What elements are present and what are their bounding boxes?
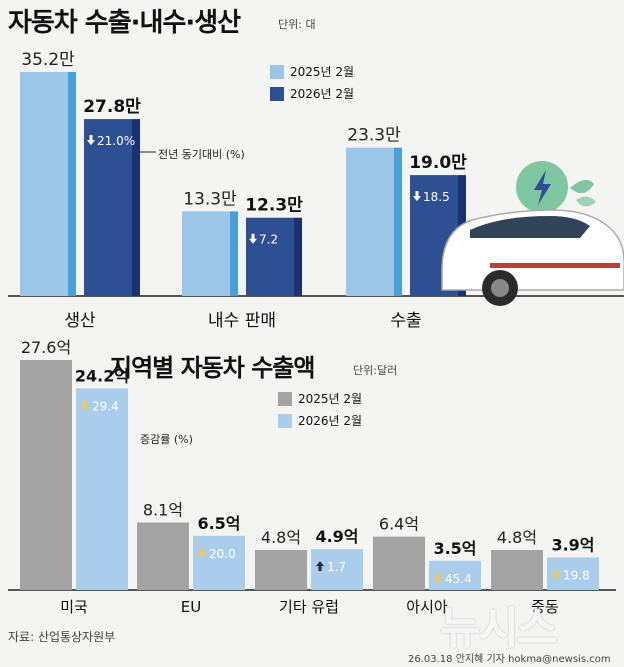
chart1-legend-prev: 2025년 2월 [270,63,354,80]
value2-label-2025-1: 8.1억 [143,501,183,520]
bar2-2025-0 [20,360,72,590]
bar-2026-0 [84,119,132,296]
value-label-2025-0: 35.2만 [21,50,75,70]
change-label-2: 18.5 [423,190,450,204]
bar2-2025-3 [373,536,425,590]
value2-label-2025-0: 27.6억 [21,338,71,357]
credit-text: 26.03.18 안지혜 기자 hokma@newsis.com [408,654,611,665]
bar2-2025-4 [491,550,543,590]
value-label-2026-2: 19.0만 [409,153,467,173]
category2-label-0: 미국 [60,598,88,616]
bar-2025-edge-1 [230,211,238,296]
bar2-2025-1 [137,522,189,590]
value2-label-2026-1: 6.5억 [197,514,240,533]
bar-2026-1 [246,217,294,296]
value2-label-2026-2: 4.9억 [315,527,358,546]
change2-arrow-4 [552,569,560,580]
bar-2026-edge-1 [294,217,302,296]
legend2-label-2025: 2025년 2월 [298,392,363,406]
bar-2026-edge-0 [132,119,140,296]
change-arrow-0 [87,135,95,146]
value2-label-2026-3: 3.5억 [433,539,476,558]
category-label-2: 수출 [390,311,421,331]
change-label-1: 7.2 [259,233,278,247]
value-label-2025-1: 13.3만 [183,189,237,209]
value2-label-2025-4: 4.8억 [497,528,537,547]
change2-arrow-0 [81,400,89,411]
watermark-logo: 뉴시스 [440,603,557,654]
chart1-legend-curr: 2026년 2월 [270,85,354,102]
bar-2025-edge-2 [394,147,402,296]
bar-2025-edge-0 [68,72,76,296]
category-label-1: 내수 판매 [208,311,276,331]
chart2-title: 지역별 자동차 수출액 [110,354,315,382]
change2-arrow-1 [198,547,206,558]
chart1-svg: 35.2만 27.8만 21.0% 생산 13.3만 12.3만 7.2 내수 판매 23.3만… [8,50,624,331]
category2-label-2: 기타 유럽 [279,598,339,616]
category-label-0: 생산 [64,311,96,331]
value2-label-2025-2: 4.8억 [261,528,301,547]
value-label-2025-2: 23.3만 [347,126,401,146]
bar2-2026-3 [429,560,481,590]
eco-badge-icon [516,161,596,213]
bar-2025-2 [346,147,394,296]
change2-label-0: 29.4 [92,399,119,413]
bar-2025-0 [20,72,68,296]
legend2-label-2026: 2026년 2월 [298,414,363,428]
change-arrow-1 [249,233,257,244]
change2-label-4: 19.8 [563,569,590,583]
change2-label-2: 1.7 [327,560,346,574]
bar2-2026-4 [547,557,599,590]
chart2-unit: 단위:달러 [353,364,398,377]
value2-label-2026-4: 3.9억 [551,536,594,555]
bar2-2026-1 [193,535,245,590]
value-label-2026-0: 27.8만 [83,97,141,117]
car-illustration [441,161,624,306]
bar-2025-1 [182,211,230,296]
legend-swatch-2026 [270,86,284,101]
bar2-2026-2 [311,549,363,590]
car-icon [441,209,624,306]
change-arrow-2 [413,191,421,202]
legend-label-2025: 2025년 2월 [290,65,355,79]
change-label-0: 21.0% [97,134,135,148]
change2-arrow-2 [316,561,324,572]
change2-arrow-3 [434,572,442,583]
bar2-2025-2 [255,550,307,590]
legend-label-2026: 2026년 2월 [290,87,355,101]
change2-label-3: 45.4 [445,572,472,586]
change2-label-1: 20.0 [209,547,236,561]
legend2-swatch-2026 [278,413,292,428]
chart2-change-note: 증감률 (%) [140,433,193,446]
chart1-change-note: 전년 동기대비 (%) [158,148,245,161]
chart2-legend-prev: 2025년 2월 [278,390,362,407]
source-text: 자료: 산업통상자원부 [8,630,116,644]
value2-label-2025-3: 6.4억 [379,515,419,534]
bar2-2026-0 [76,388,128,590]
chart1-title: 자동차 수출·내수·생산 [8,8,241,38]
chart1-unit: 단위: 대 [278,18,316,31]
legend-swatch-2025 [270,64,284,79]
value-label-2026-1: 12.3만 [245,196,303,216]
chart2-legend-curr: 2026년 2월 [278,412,362,429]
category2-label-1: EU [181,598,201,616]
legend2-swatch-2025 [278,391,292,406]
